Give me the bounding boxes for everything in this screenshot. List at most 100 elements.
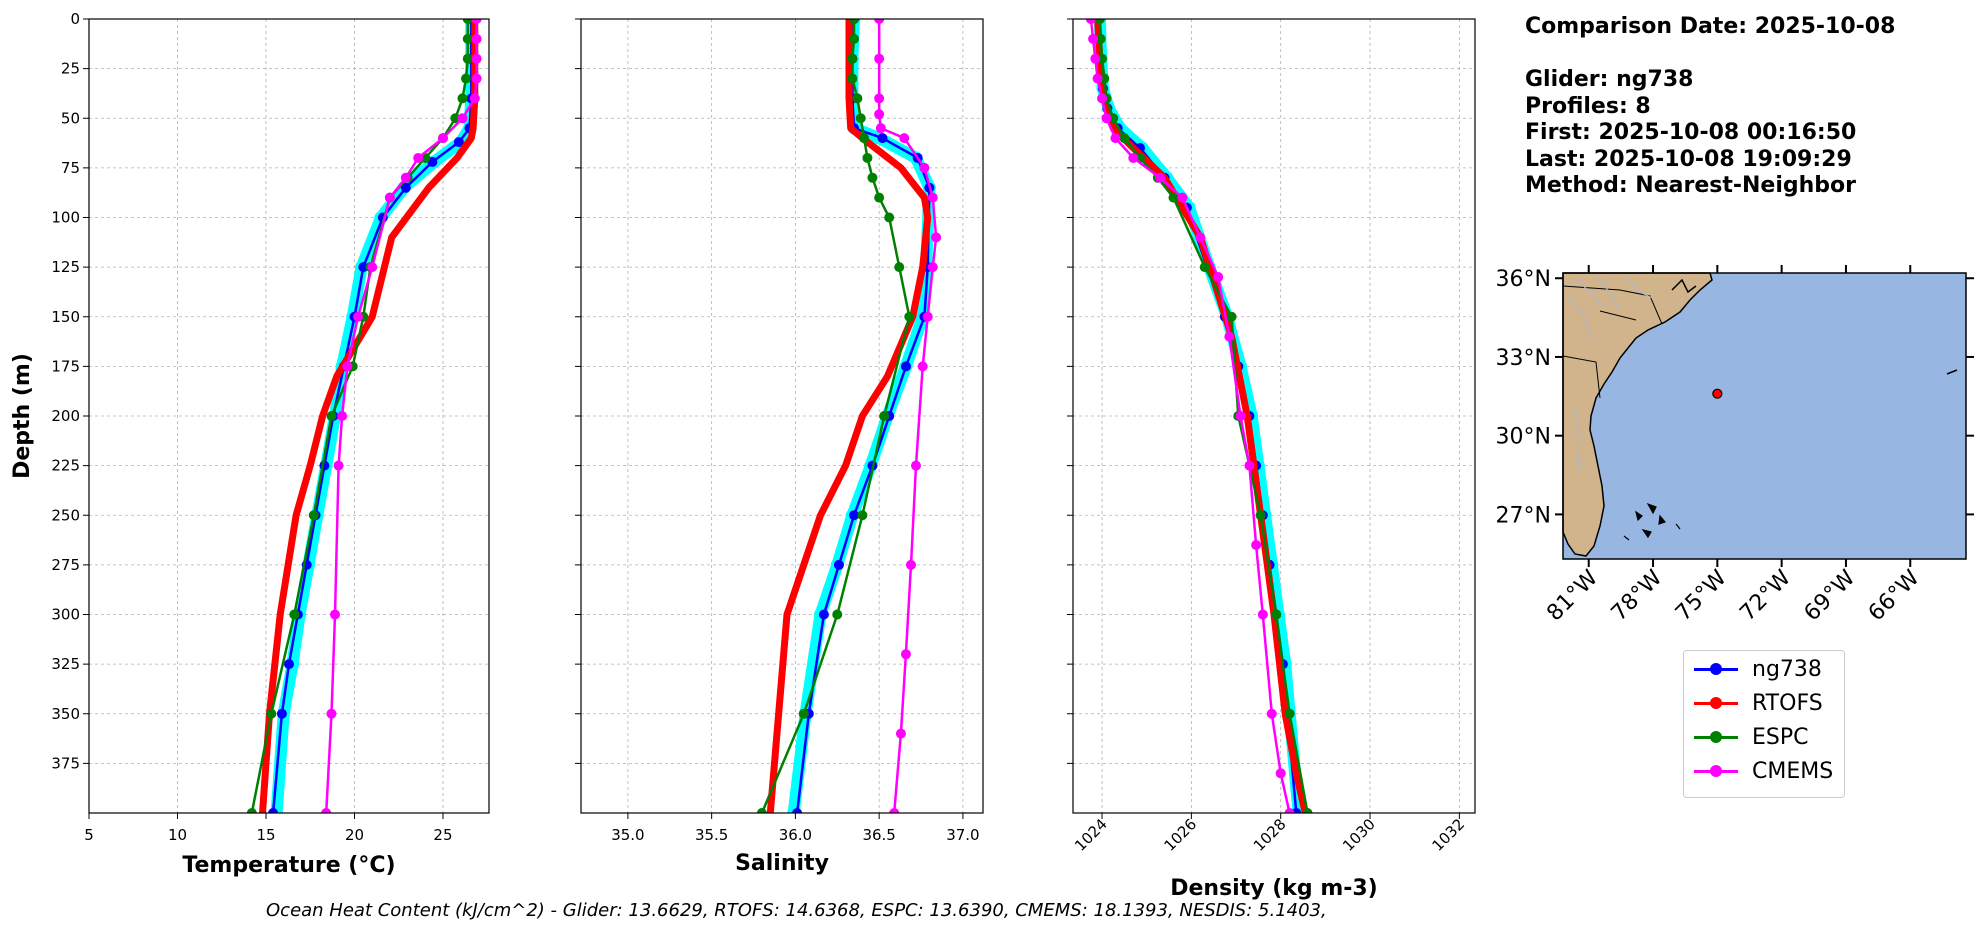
cmems-point [1235,411,1246,421]
ng738-point [358,262,369,273]
cmems-point [321,808,332,813]
legend-swatch-ng738 [1694,659,1738,679]
depth-axis-label: Depth (m) [10,353,35,479]
legend-item-ng738: ng738 [1694,654,1822,684]
x-tick-label: 10 [168,826,187,844]
x-tick-label: 25 [433,826,452,844]
y-tick-label: 50 [61,109,80,127]
map-lat-label: 36°N [1496,267,1551,292]
ng738-point [268,808,279,813]
cmems-point [874,109,885,120]
legend-label-rtofs: RTOFS [1752,690,1823,716]
espc-point [857,510,868,521]
temperature-x-axis-label: Temperature (°C) [182,853,395,878]
map-lat-label: 27°N [1496,503,1551,528]
cmems-point [1224,331,1235,342]
espc-point [884,212,895,223]
profile-count: Profiles: 8 [1525,93,1651,119]
espc-point [862,152,873,163]
espc-point [462,19,473,24]
comparison-date: Comparison Date: 2025-10-08 [1525,14,1896,39]
map-lon-label: 69°W [1800,565,1861,626]
legend-label-cmems: CMEMS [1752,758,1834,784]
cmems-point [330,609,341,620]
espc-point [867,172,878,183]
legend-item-rtofs: RTOFS [1694,688,1823,718]
x-tick-label: 35.5 [695,826,728,844]
cmems-point [353,311,364,322]
cmems-point [1251,540,1262,551]
cmems-point [911,460,921,471]
x-tick-label: 35.0 [611,826,644,844]
cmems-point [875,123,886,134]
map-lat-label: 33°N [1496,346,1551,371]
cmems-point [333,460,344,471]
x-tick-label: 15 [256,826,275,844]
legend-label-espc: ESPC [1752,724,1809,750]
cmems-point [1155,172,1166,183]
glider-name: Glider: ng738 [1525,67,1694,92]
map-lon-label: 81°W [1542,565,1603,626]
map-land [1562,272,1713,557]
ng738-point [900,361,911,372]
espc-point [1094,19,1105,24]
espc-point [289,609,300,620]
y-tick-label: 0 [70,10,80,28]
y-tick-label: 150 [51,308,80,326]
espc-point [847,53,858,64]
y-tick-label: 225 [51,457,80,475]
x-tick-label: 20 [345,826,364,844]
ng738-point [276,708,287,719]
espc-point [457,93,468,104]
legend-label-ng738: ng738 [1752,656,1822,682]
espc-point [904,311,915,322]
cmems-point [917,361,928,372]
cmems-point [874,53,885,64]
glider-position-marker [1712,388,1723,399]
legend-swatch-rtofs [1694,693,1738,713]
cmems-point [337,411,348,421]
x-tick-label: 1026 [1160,815,1200,855]
espc-point [1226,311,1237,322]
espc-point [326,411,337,421]
cmems-point [905,559,916,570]
density-x-axis-label: Density (kg m-3) [1170,876,1378,901]
comparison-info: Comparison Date: 2025-10-08 Glider: ng73… [1525,14,1895,200]
legend-swatch-espc [1694,727,1738,747]
espc-point [798,708,809,719]
ng738-point [818,609,829,620]
ng738-point [877,133,888,144]
y-tick-label: 75 [61,159,80,177]
cmems-point [889,808,900,813]
cmems-point [1195,232,1206,243]
espc-point [1168,192,1179,203]
glider-location-map: 36°N 33°N 30°N 27°N 81°W 78°W 75°W 72°W 69°W 66°W [1496,265,1974,626]
legend-item-espc: ESPC [1694,722,1809,752]
ng738-point [849,510,860,521]
rtofs-line [259,19,479,813]
espc-point [1271,609,1282,620]
cmems-point [457,113,468,124]
map-islands [1623,502,1681,541]
cmems-point [927,262,938,273]
cmems-point [469,93,480,104]
y-tick-label: 175 [51,357,80,375]
espc-point [266,708,277,719]
espc-point [1199,262,1210,273]
espc-point [852,93,863,104]
legend: ng738 RTOFS ESPC CMEMS [1683,650,1845,798]
cmems-point [1266,708,1277,719]
cmems-point [326,708,337,719]
cmems-point [367,262,378,273]
x-tick-label: 36.5 [862,826,895,844]
cmems-point [1244,460,1255,471]
salinity-x-axis-label: Salinity [735,851,829,876]
espc-point [855,113,866,124]
espc-point [450,113,461,124]
ng738-point [400,182,411,193]
x-tick-label: 36.0 [779,826,812,844]
cmems-point [1110,133,1121,144]
cmems-point [471,19,482,24]
espc-point [1302,808,1313,813]
cmems-point [471,73,482,84]
